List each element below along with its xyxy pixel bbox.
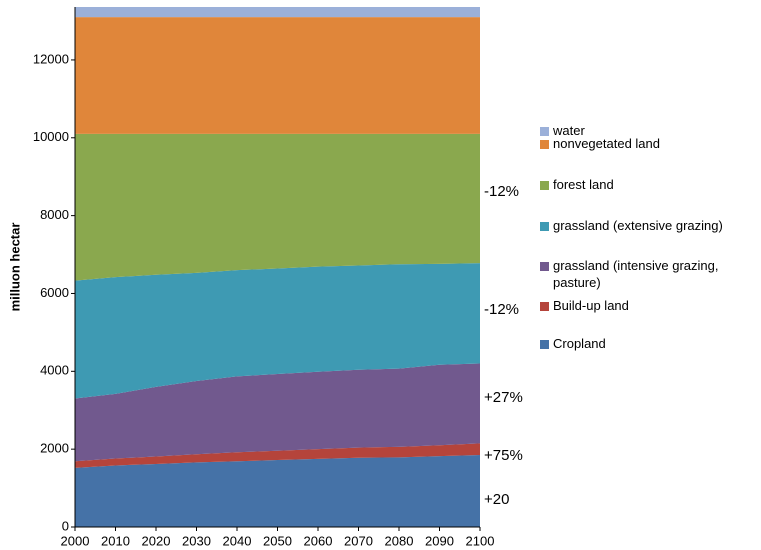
x-tick-label: 2010	[101, 533, 130, 548]
x-tick-label: 2030	[182, 533, 211, 548]
annotation: +27%	[484, 389, 523, 406]
y-tick-label: 12000	[33, 51, 69, 66]
legend-label: forest land	[553, 177, 614, 192]
x-tick-label: 2000	[61, 533, 90, 548]
annotation: -12%	[484, 183, 519, 200]
legend-label: Build-up land	[553, 298, 629, 313]
legend-label: nonvegetated land	[553, 136, 660, 151]
x-tick-label: 2080	[385, 533, 414, 548]
x-tick-label: 2040	[223, 533, 252, 548]
area	[75, 7, 480, 18]
legend-swatch	[540, 222, 549, 231]
y-tick-label: 4000	[40, 363, 69, 378]
x-tick-label: 2070	[344, 533, 373, 548]
area	[75, 17, 480, 134]
legend-label: grassland (extensive grazing)	[553, 218, 723, 233]
x-tick-label: 2060	[304, 533, 333, 548]
annotation: -12%	[484, 301, 519, 318]
x-tick-label: 2100	[466, 533, 495, 548]
y-axis-label: milluon hectar	[7, 223, 22, 312]
legend-swatch	[540, 181, 549, 190]
x-tick-label: 2090	[425, 533, 454, 548]
legend-swatch	[540, 340, 549, 349]
x-tick-label: 2020	[142, 533, 171, 548]
x-tick-label: 2050	[263, 533, 292, 548]
legend-label: water	[553, 123, 585, 138]
y-tick-label: 0	[62, 518, 69, 533]
y-tick-label: 8000	[40, 207, 69, 222]
y-tick-label: 6000	[40, 285, 69, 300]
legend-swatch	[540, 302, 549, 311]
legend-label: Cropland	[553, 336, 606, 351]
area	[75, 133, 480, 281]
annotation: +20	[484, 491, 509, 508]
area	[75, 443, 480, 468]
area	[75, 454, 480, 527]
y-tick-label: 2000	[40, 441, 69, 456]
annotation: +75%	[484, 447, 523, 464]
legend-swatch	[540, 127, 549, 136]
y-tick-label: 10000	[33, 129, 69, 144]
legend-swatch	[540, 140, 549, 149]
legend-label: grassland (intensive grazing, pasture)	[553, 258, 719, 290]
area	[75, 363, 480, 462]
legend-swatch	[540, 262, 549, 271]
area	[75, 263, 480, 399]
